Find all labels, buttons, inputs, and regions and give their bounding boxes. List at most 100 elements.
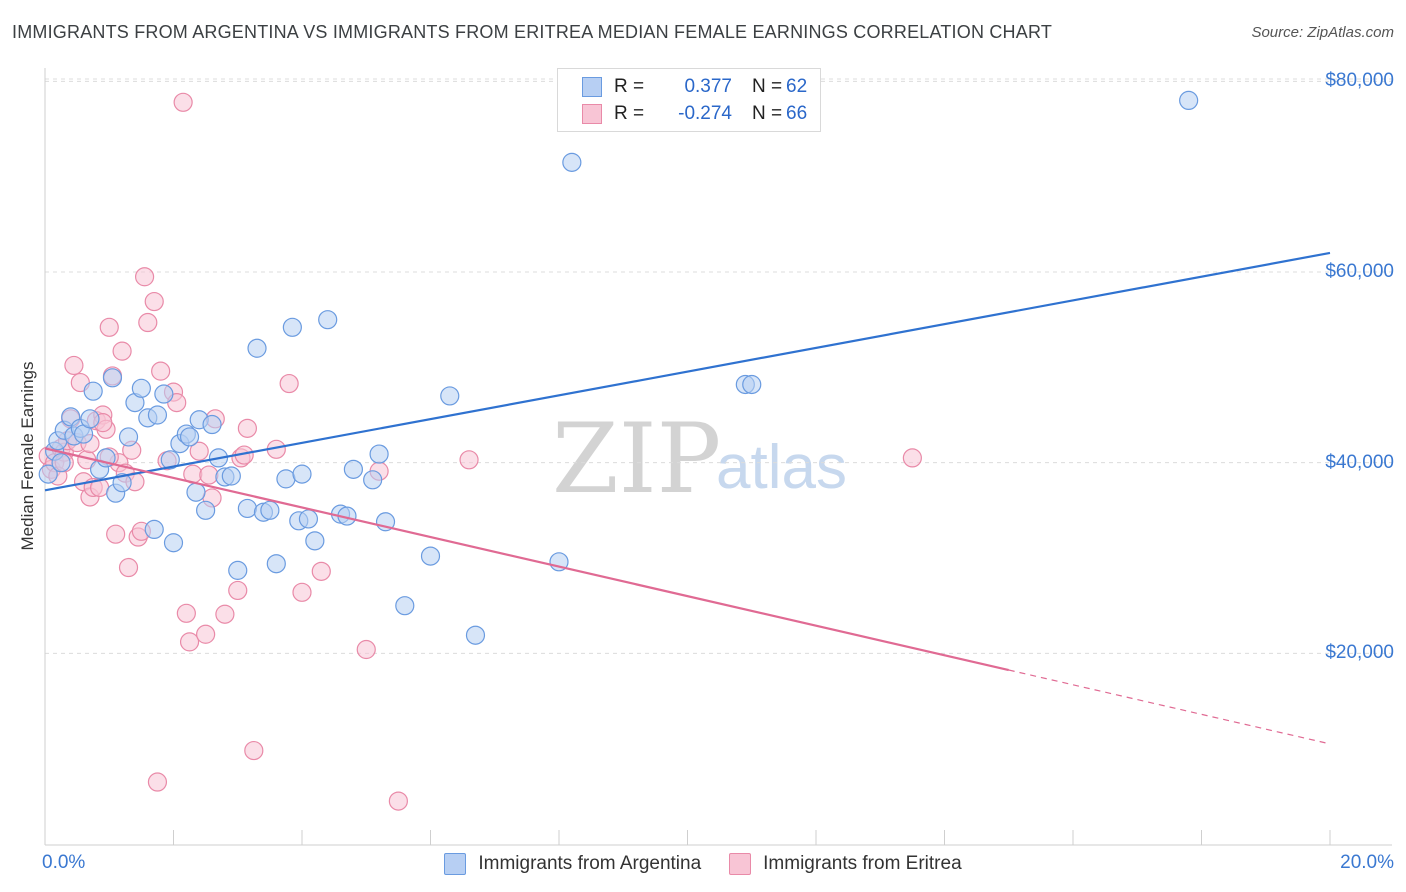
legend-row-eritrea: R = -0.274 N = 66 xyxy=(558,101,807,127)
y-tick-label: $60,000 xyxy=(1325,261,1394,282)
eritrea-legend-swatch xyxy=(729,853,752,875)
data-point xyxy=(173,92,193,112)
data-point xyxy=(144,291,164,312)
legend-label-eritrea: Immigrants from Eritrea xyxy=(763,853,962,874)
data-point xyxy=(279,373,299,394)
data-point xyxy=(318,310,338,330)
data-point xyxy=(134,267,155,287)
data-point xyxy=(38,464,58,484)
data-point xyxy=(440,386,460,406)
data-point xyxy=(118,427,139,447)
y-tick-label: $40,000 xyxy=(1325,451,1394,473)
data-point xyxy=(311,561,331,581)
data-point xyxy=(215,604,235,624)
data-point xyxy=(147,405,168,425)
trendline-eritrea xyxy=(44,447,1009,672)
data-point xyxy=(118,557,139,578)
data-point xyxy=(80,409,100,429)
data-point xyxy=(395,596,415,616)
data-point xyxy=(51,453,71,473)
eritrea-swatch xyxy=(582,104,602,124)
data-point xyxy=(247,338,267,358)
data-point xyxy=(83,381,103,401)
watermark-zip: ZIP xyxy=(552,403,721,515)
x-tick-label: 0.0% xyxy=(42,852,86,873)
data-point xyxy=(465,625,486,645)
legend-item-argentina: Immigrants from Argentina xyxy=(444,853,701,875)
data-point xyxy=(144,519,164,540)
series-argentina xyxy=(38,90,1199,645)
data-point xyxy=(102,368,123,388)
argentina-legend-swatch xyxy=(444,853,467,875)
y-tick-label: $80,000 xyxy=(1325,70,1394,92)
n-value-argentina: 62 xyxy=(786,76,808,97)
r-label: R = xyxy=(614,103,645,124)
data-point xyxy=(228,580,248,601)
data-point xyxy=(221,466,241,486)
argentina-swatch xyxy=(582,77,602,97)
data-point xyxy=(228,560,248,580)
data-point xyxy=(112,341,132,361)
data-point xyxy=(282,317,302,337)
r-value-eritrea: -0.274 xyxy=(678,103,732,124)
data-point xyxy=(147,772,168,792)
data-point xyxy=(131,378,151,398)
data-point xyxy=(196,624,216,644)
chart-source: Source: ZipAtlas.com xyxy=(1251,24,1394,41)
data-point xyxy=(160,450,180,470)
n-value-eritrea: 66 xyxy=(786,103,808,124)
data-point xyxy=(196,500,216,520)
data-point xyxy=(151,361,171,381)
data-point xyxy=(199,465,219,485)
legend-row-argentina: R = 0.377 N = 62 xyxy=(558,74,807,100)
data-point xyxy=(305,531,325,551)
data-point xyxy=(244,740,264,761)
n-label: N = xyxy=(752,103,783,124)
data-point xyxy=(176,603,196,623)
data-point xyxy=(186,482,206,502)
chart-title: IMMIGRANTS FROM ARGENTINA VS IMMIGRANTS … xyxy=(12,22,1053,42)
data-point xyxy=(99,317,119,337)
n-label: N = xyxy=(752,76,783,97)
legend-label-argentina: Immigrants from Argentina xyxy=(478,853,702,874)
trendline-eritrea-extension xyxy=(1008,669,1331,745)
data-point xyxy=(237,418,257,438)
data-point xyxy=(292,582,312,602)
data-point xyxy=(276,469,296,489)
data-point xyxy=(112,473,132,493)
data-point xyxy=(202,414,222,435)
legend-bottom: Immigrants from Argentina Immigrants fro… xyxy=(0,850,1406,878)
data-point xyxy=(292,464,312,484)
data-point xyxy=(106,524,126,544)
trendline-argentina xyxy=(44,251,1331,492)
data-point xyxy=(343,459,363,479)
data-point xyxy=(420,546,441,566)
data-point xyxy=(363,470,383,490)
data-point xyxy=(179,427,200,447)
data-point xyxy=(260,500,280,520)
data-point xyxy=(902,448,922,468)
data-point xyxy=(179,632,200,652)
watermark-atlas: atlas xyxy=(716,433,847,502)
data-point xyxy=(64,355,84,376)
r-label: R = xyxy=(614,76,645,97)
data-point xyxy=(298,509,319,529)
y-tick-label: $20,000 xyxy=(1325,642,1394,664)
data-point xyxy=(369,444,389,464)
data-point xyxy=(388,791,408,811)
legend-item-eritrea: Immigrants from Eritrea xyxy=(729,853,962,875)
data-point xyxy=(237,498,257,519)
data-point xyxy=(189,441,209,461)
legend-stats: R = 0.377 N = 62 R = -0.274 N = 66 xyxy=(557,68,821,132)
data-point xyxy=(742,374,762,395)
data-point xyxy=(138,312,158,333)
data-point xyxy=(154,384,174,404)
data-point xyxy=(1179,90,1199,111)
data-point xyxy=(266,554,286,574)
x-tick-label: 20.0% xyxy=(1340,852,1394,873)
data-point xyxy=(562,152,582,172)
data-point xyxy=(163,533,184,553)
data-point xyxy=(356,639,376,660)
r-value-argentina: 0.377 xyxy=(684,76,732,97)
